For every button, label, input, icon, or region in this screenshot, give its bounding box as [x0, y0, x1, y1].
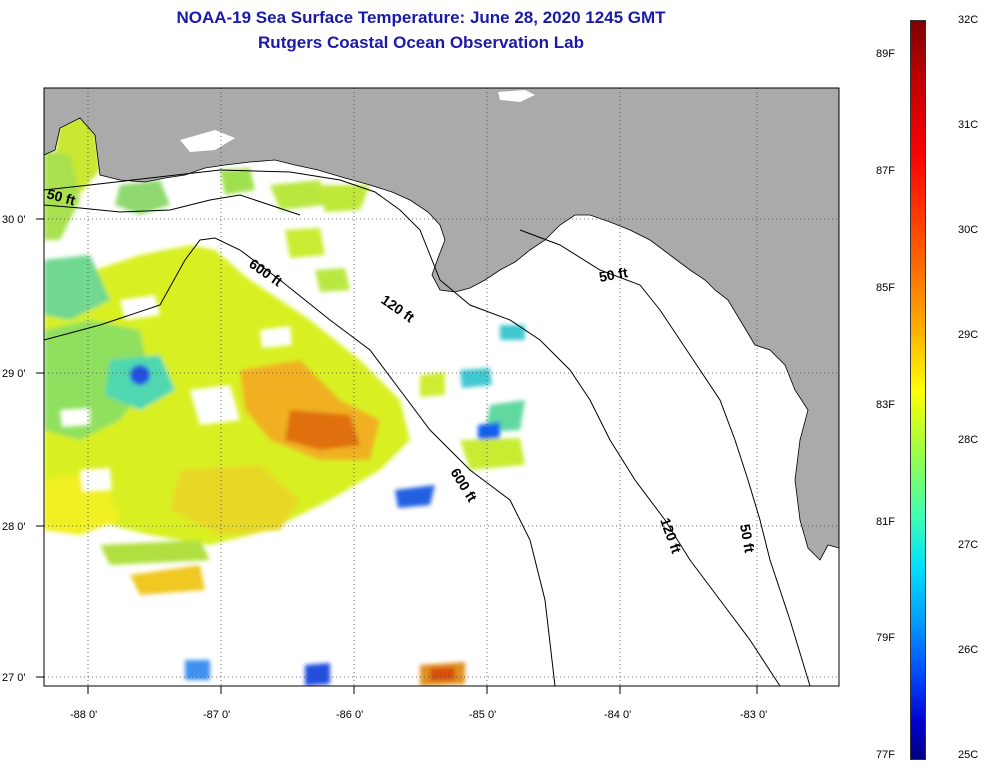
colorbar-celsius-label: 32C: [958, 14, 979, 26]
colorbar-fahrenheit-label: 77F: [876, 749, 895, 761]
title-line-1: NOAA-19 Sea Surface Temperature: June 28…: [176, 8, 666, 27]
grid-lines: [44, 88, 839, 686]
temperature-colorbar: [910, 20, 926, 760]
colorbar-fahrenheit-label: 87F: [876, 165, 895, 177]
colorbar-celsius-label: 30C: [958, 224, 979, 236]
lon-label: -87 0': [203, 709, 230, 721]
colorbar-celsius-label: 25C: [958, 749, 979, 761]
colorbar-celsius-label: 26C: [958, 644, 979, 656]
contour-label: 50 ft: [45, 185, 77, 208]
colorbar-fahrenheit-label: 89F: [876, 48, 895, 60]
colorbar-fahrenheit-label: 79F: [876, 632, 895, 644]
lon-label: -85 0': [469, 709, 496, 721]
land-mass: [43, 87, 840, 561]
lat-label: 30 0': [2, 214, 26, 226]
contour-label: 50 ft: [598, 264, 629, 285]
lon-label: -84 0': [604, 709, 631, 721]
colorbar-celsius-label: 29C: [958, 329, 979, 341]
lon-label: -83 0': [740, 709, 767, 721]
map-border: [43, 87, 840, 687]
lon-label: -86 0': [336, 709, 363, 721]
colorbar-celsius-label: 27C: [958, 539, 979, 551]
title-line-2: Rutgers Coastal Ocean Observation Lab: [258, 33, 584, 52]
lat-label: 28 0': [2, 521, 26, 533]
colorbar-celsius-label: 28C: [958, 434, 979, 446]
lat-label: 27 0': [2, 672, 26, 684]
colorbar-fahrenheit-label: 81F: [876, 516, 895, 528]
lat-label: 29 0': [2, 368, 26, 380]
sst-data-layer: [44, 115, 525, 686]
axis-ticks: [36, 218, 758, 694]
colorbar-fahrenheit-label: 83F: [876, 399, 895, 411]
colorbar-fahrenheit-label: 85F: [876, 282, 895, 294]
colorbar-celsius-label: 31C: [958, 119, 979, 131]
lon-label: -88 0': [70, 709, 97, 721]
depth-contours: [43, 169, 811, 687]
contour-label: 50 ft: [737, 523, 758, 554]
